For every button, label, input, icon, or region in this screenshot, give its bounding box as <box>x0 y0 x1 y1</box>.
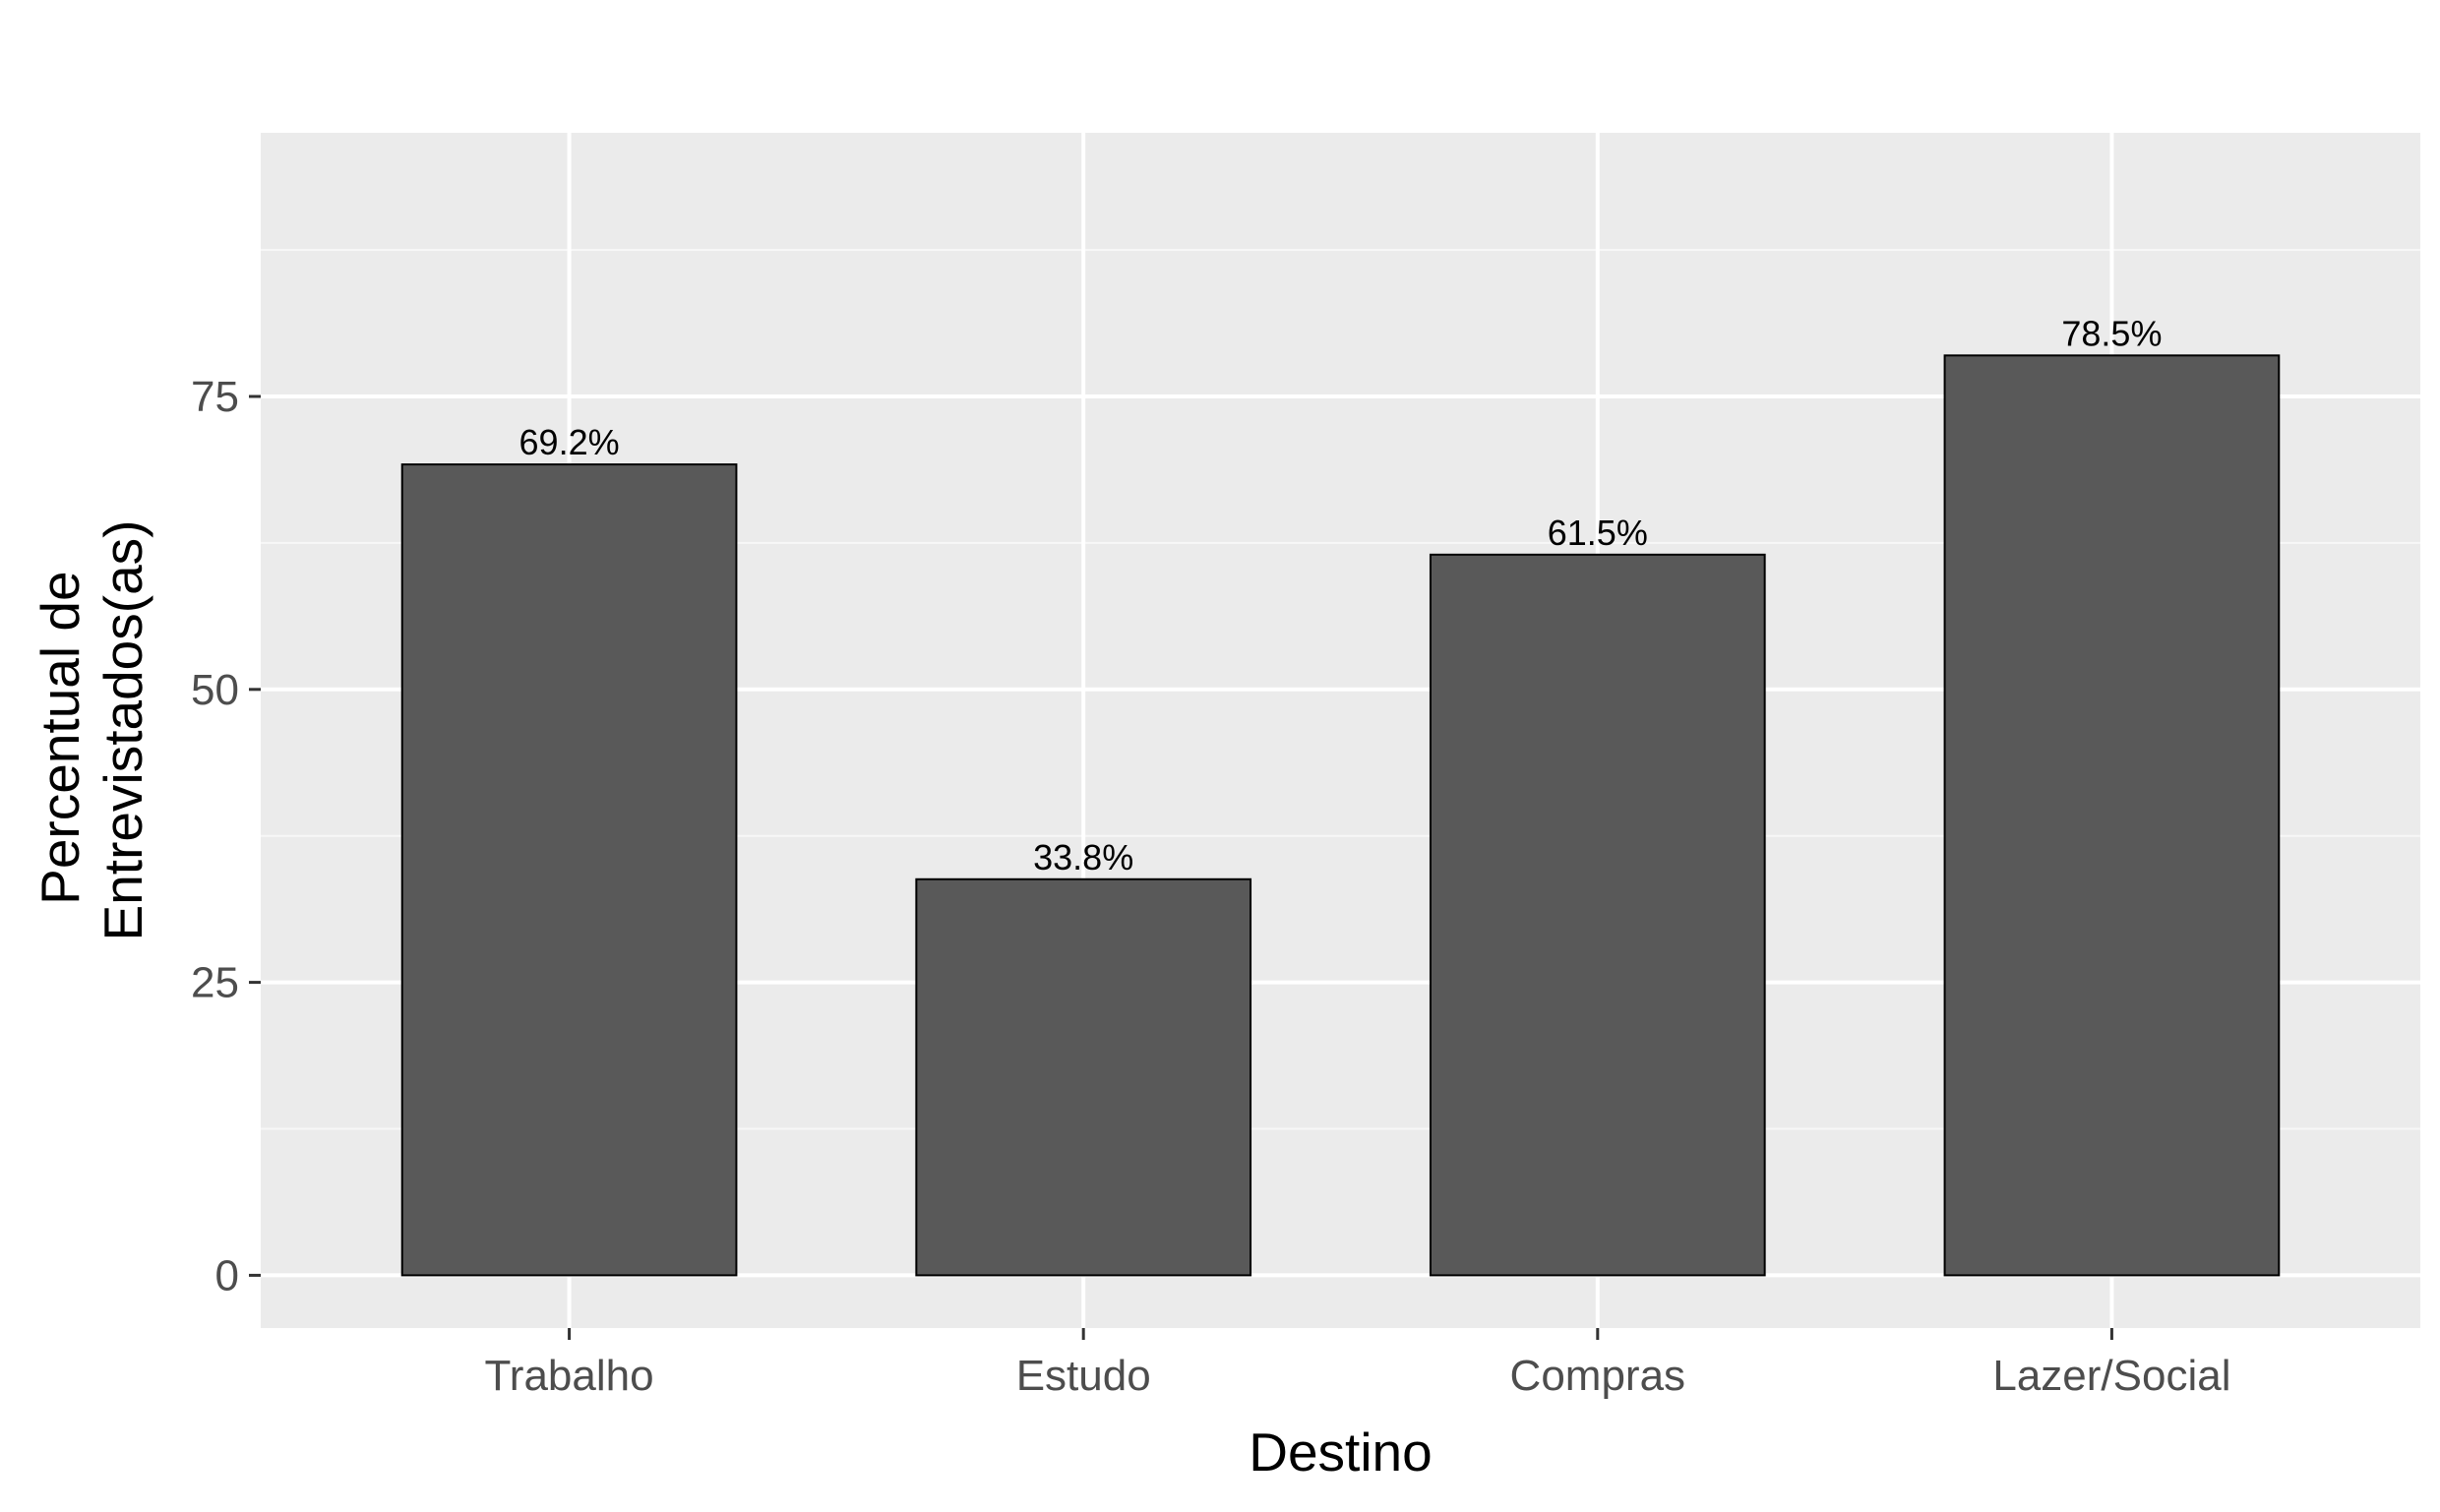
x-tick-label: Trabalho <box>485 1352 654 1400</box>
bar-compras <box>1429 553 1766 1277</box>
y-axis-title: Percentual de Entrevistados(as) <box>30 520 153 941</box>
y-tick-label: 25 <box>191 959 239 1007</box>
y-axis: 0 25 50 75 <box>191 373 261 1300</box>
data-label: 61.5% <box>1548 513 1648 553</box>
bars <box>400 354 2281 1277</box>
y-axis-title-line-1: Percentual de <box>30 571 91 904</box>
data-label: 78.5% <box>2061 313 2162 353</box>
data-labels: 69.2% 33.8% 61.5% 78.5% <box>519 313 2163 877</box>
y-axis-title-line-2: Entrevistados(as) <box>92 520 153 941</box>
y-tick-label: 50 <box>191 666 239 714</box>
bar-estudo <box>915 877 1252 1277</box>
y-tick-label: 0 <box>215 1251 239 1300</box>
bar-lazer-social <box>1943 354 2281 1277</box>
x-axis: Trabalho Estudo Compras Lazer/Social <box>485 1328 2230 1400</box>
data-label: 69.2% <box>519 422 620 462</box>
x-tick-label: Lazer/Social <box>1992 1352 2230 1400</box>
y-tick-label: 75 <box>191 373 239 421</box>
data-label: 33.8% <box>1033 837 1133 877</box>
bar-trabalho <box>400 463 738 1277</box>
x-axis-title: Destino <box>1249 1421 1432 1482</box>
x-tick-label: Estudo <box>1016 1352 1151 1400</box>
x-tick-label: Compras <box>1510 1352 1686 1400</box>
